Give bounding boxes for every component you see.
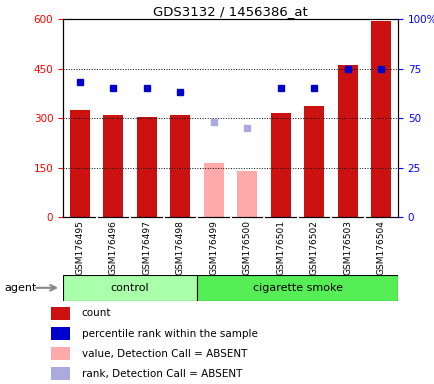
Bar: [270, 113, 290, 217]
Text: cigarette smoke: cigarette smoke: [252, 283, 342, 293]
Text: GSM176499: GSM176499: [209, 220, 218, 275]
Text: GSM176496: GSM176496: [108, 220, 118, 275]
Bar: [337, 65, 357, 217]
Text: GSM176497: GSM176497: [142, 220, 151, 275]
Text: GSM176503: GSM176503: [342, 220, 352, 275]
Text: GSM176498: GSM176498: [175, 220, 184, 275]
Text: percentile rank within the sample: percentile rank within the sample: [82, 329, 257, 339]
Bar: [69, 110, 90, 217]
Bar: [197, 275, 397, 301]
Bar: [51, 367, 70, 381]
Text: GSM176501: GSM176501: [276, 220, 285, 275]
Bar: [136, 118, 157, 217]
Bar: [103, 116, 123, 217]
Bar: [303, 106, 324, 217]
Text: rank, Detection Call = ABSENT: rank, Detection Call = ABSENT: [82, 369, 242, 379]
Bar: [370, 21, 391, 217]
Bar: [51, 307, 70, 320]
Bar: [51, 347, 70, 360]
Text: agent: agent: [4, 283, 36, 293]
Text: value, Detection Call = ABSENT: value, Detection Call = ABSENT: [82, 349, 247, 359]
Bar: [237, 171, 257, 217]
Bar: [51, 327, 70, 340]
Bar: [170, 116, 190, 217]
Title: GDS3132 / 1456386_at: GDS3132 / 1456386_at: [153, 5, 307, 18]
Text: GSM176495: GSM176495: [75, 220, 84, 275]
Text: control: control: [111, 283, 149, 293]
Bar: [203, 162, 224, 217]
Text: count: count: [82, 308, 111, 318]
Text: GSM176500: GSM176500: [242, 220, 251, 275]
Bar: [63, 275, 197, 301]
Text: GSM176504: GSM176504: [376, 220, 385, 275]
Text: GSM176502: GSM176502: [309, 220, 318, 275]
